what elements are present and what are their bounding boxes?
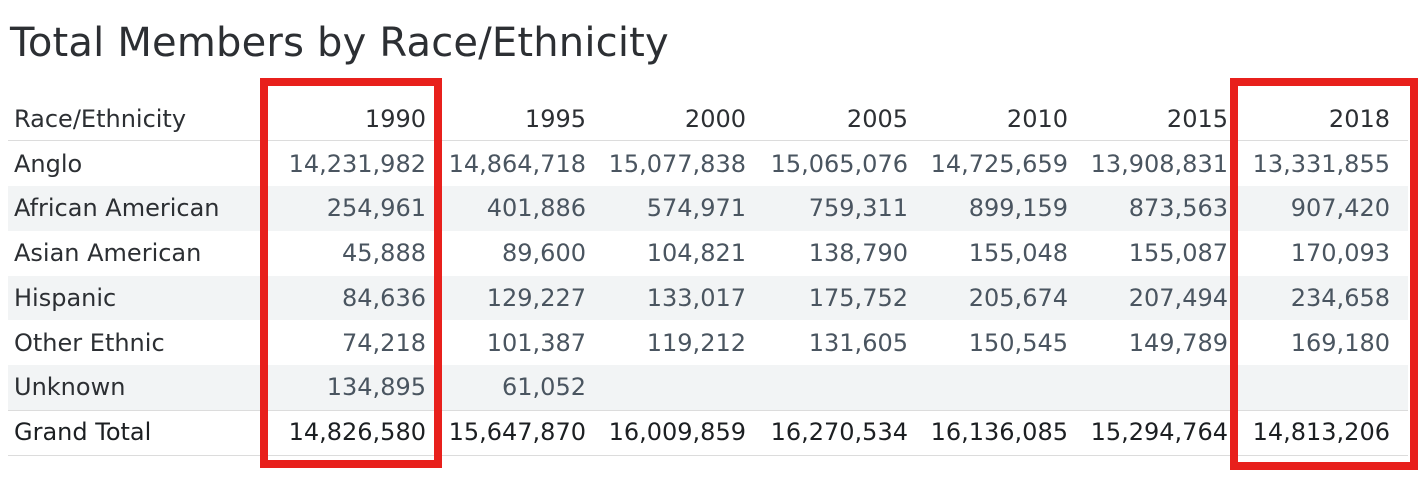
table-cell: 873,563 — [1128, 194, 1228, 223]
total-divider — [8, 409, 1408, 411]
table-cell: 129,227 — [486, 283, 586, 312]
column-header: 2015 — [1166, 105, 1228, 133]
row-label: Other Ethnic — [14, 328, 165, 357]
table-cell: 131,605 — [808, 328, 908, 357]
table-cell: 14,725,659 — [930, 149, 1068, 178]
table-cell: 133,017 — [646, 283, 746, 312]
column-header: 2018 — [1328, 105, 1390, 133]
table-cell — [898, 365, 1068, 409]
table-cell: 149,789 — [1128, 328, 1228, 357]
table-cell: 89,600 — [502, 239, 586, 268]
table-cell: 401,886 — [486, 194, 586, 223]
highlight-box-2018 — [1230, 78, 1418, 470]
row-label: Anglo — [14, 149, 83, 178]
table-cell: 13,908,831 — [1090, 149, 1228, 178]
table-cell: 150,545 — [968, 328, 1068, 357]
table-bottom-line — [8, 454, 1408, 456]
total-cell: 16,009,859 — [608, 417, 746, 446]
row-header-label: Race/Ethnicity — [14, 105, 187, 133]
table-cell: 155,048 — [968, 239, 1068, 268]
row-label: Asian American — [14, 239, 202, 268]
table-cell: 175,752 — [808, 283, 908, 312]
total-cell: 15,294,764 — [1090, 417, 1228, 446]
table-cell: 14,231,982 — [288, 149, 426, 178]
table-cell: 759,311 — [808, 194, 908, 223]
table-cell: 134,895 — [326, 373, 426, 402]
table-cell: 14,864,718 — [448, 149, 586, 178]
total-cell: 14,826,580 — [288, 417, 426, 446]
table-cell: 119,212 — [646, 328, 746, 357]
row-band — [8, 186, 1408, 232]
chart-title: Total Members by Race/Ethnicity — [10, 20, 669, 66]
table-cell: 169,180 — [1290, 328, 1390, 357]
total-cell: 14,813,206 — [1252, 417, 1390, 446]
total-row-label: Grand Total — [14, 417, 152, 446]
column-header: 1990 — [364, 105, 426, 133]
total-cell: 15,647,870 — [448, 417, 586, 446]
table-cell: 170,093 — [1290, 239, 1390, 268]
total-cell: 16,136,085 — [930, 417, 1068, 446]
table-cell: 15,077,838 — [608, 149, 746, 178]
table-cell: 155,087 — [1128, 239, 1228, 268]
row-label: Hispanic — [14, 283, 117, 312]
table-cell: 138,790 — [808, 239, 908, 268]
column-header: 2000 — [684, 105, 746, 133]
table-cell: 61,052 — [502, 373, 586, 402]
column-header: 2010 — [1006, 105, 1068, 133]
table-cell: 205,674 — [968, 283, 1068, 312]
table-cell — [576, 365, 746, 409]
row-band — [8, 365, 1408, 410]
table-cell: 907,420 — [1290, 194, 1390, 223]
table-cell: 574,971 — [646, 194, 746, 223]
column-header: 2005 — [846, 105, 908, 133]
column-header: 1995 — [524, 105, 586, 133]
table-cell: 101,387 — [486, 328, 586, 357]
highlight-box-1990 — [260, 78, 442, 468]
table-cell: 45,888 — [342, 239, 426, 268]
table-cell: 104,821 — [646, 239, 746, 268]
table-cell: 74,218 — [342, 328, 426, 357]
table-cell — [738, 365, 908, 409]
total-cell: 16,270,534 — [770, 417, 908, 446]
table-cell: 899,159 — [968, 194, 1068, 223]
table-cell: 15,065,076 — [770, 149, 908, 178]
row-band — [8, 275, 1408, 321]
header-divider — [8, 139, 1408, 141]
table-cell — [1058, 365, 1228, 409]
table-cell: 254,961 — [326, 194, 426, 223]
table-cell: 234,658 — [1290, 283, 1390, 312]
table-cell: 207,494 — [1128, 283, 1228, 312]
row-label: Unknown — [14, 373, 126, 402]
table-cell: 84,636 — [342, 283, 426, 312]
table-cell: 13,331,855 — [1252, 149, 1390, 178]
row-label: African American — [14, 194, 220, 223]
